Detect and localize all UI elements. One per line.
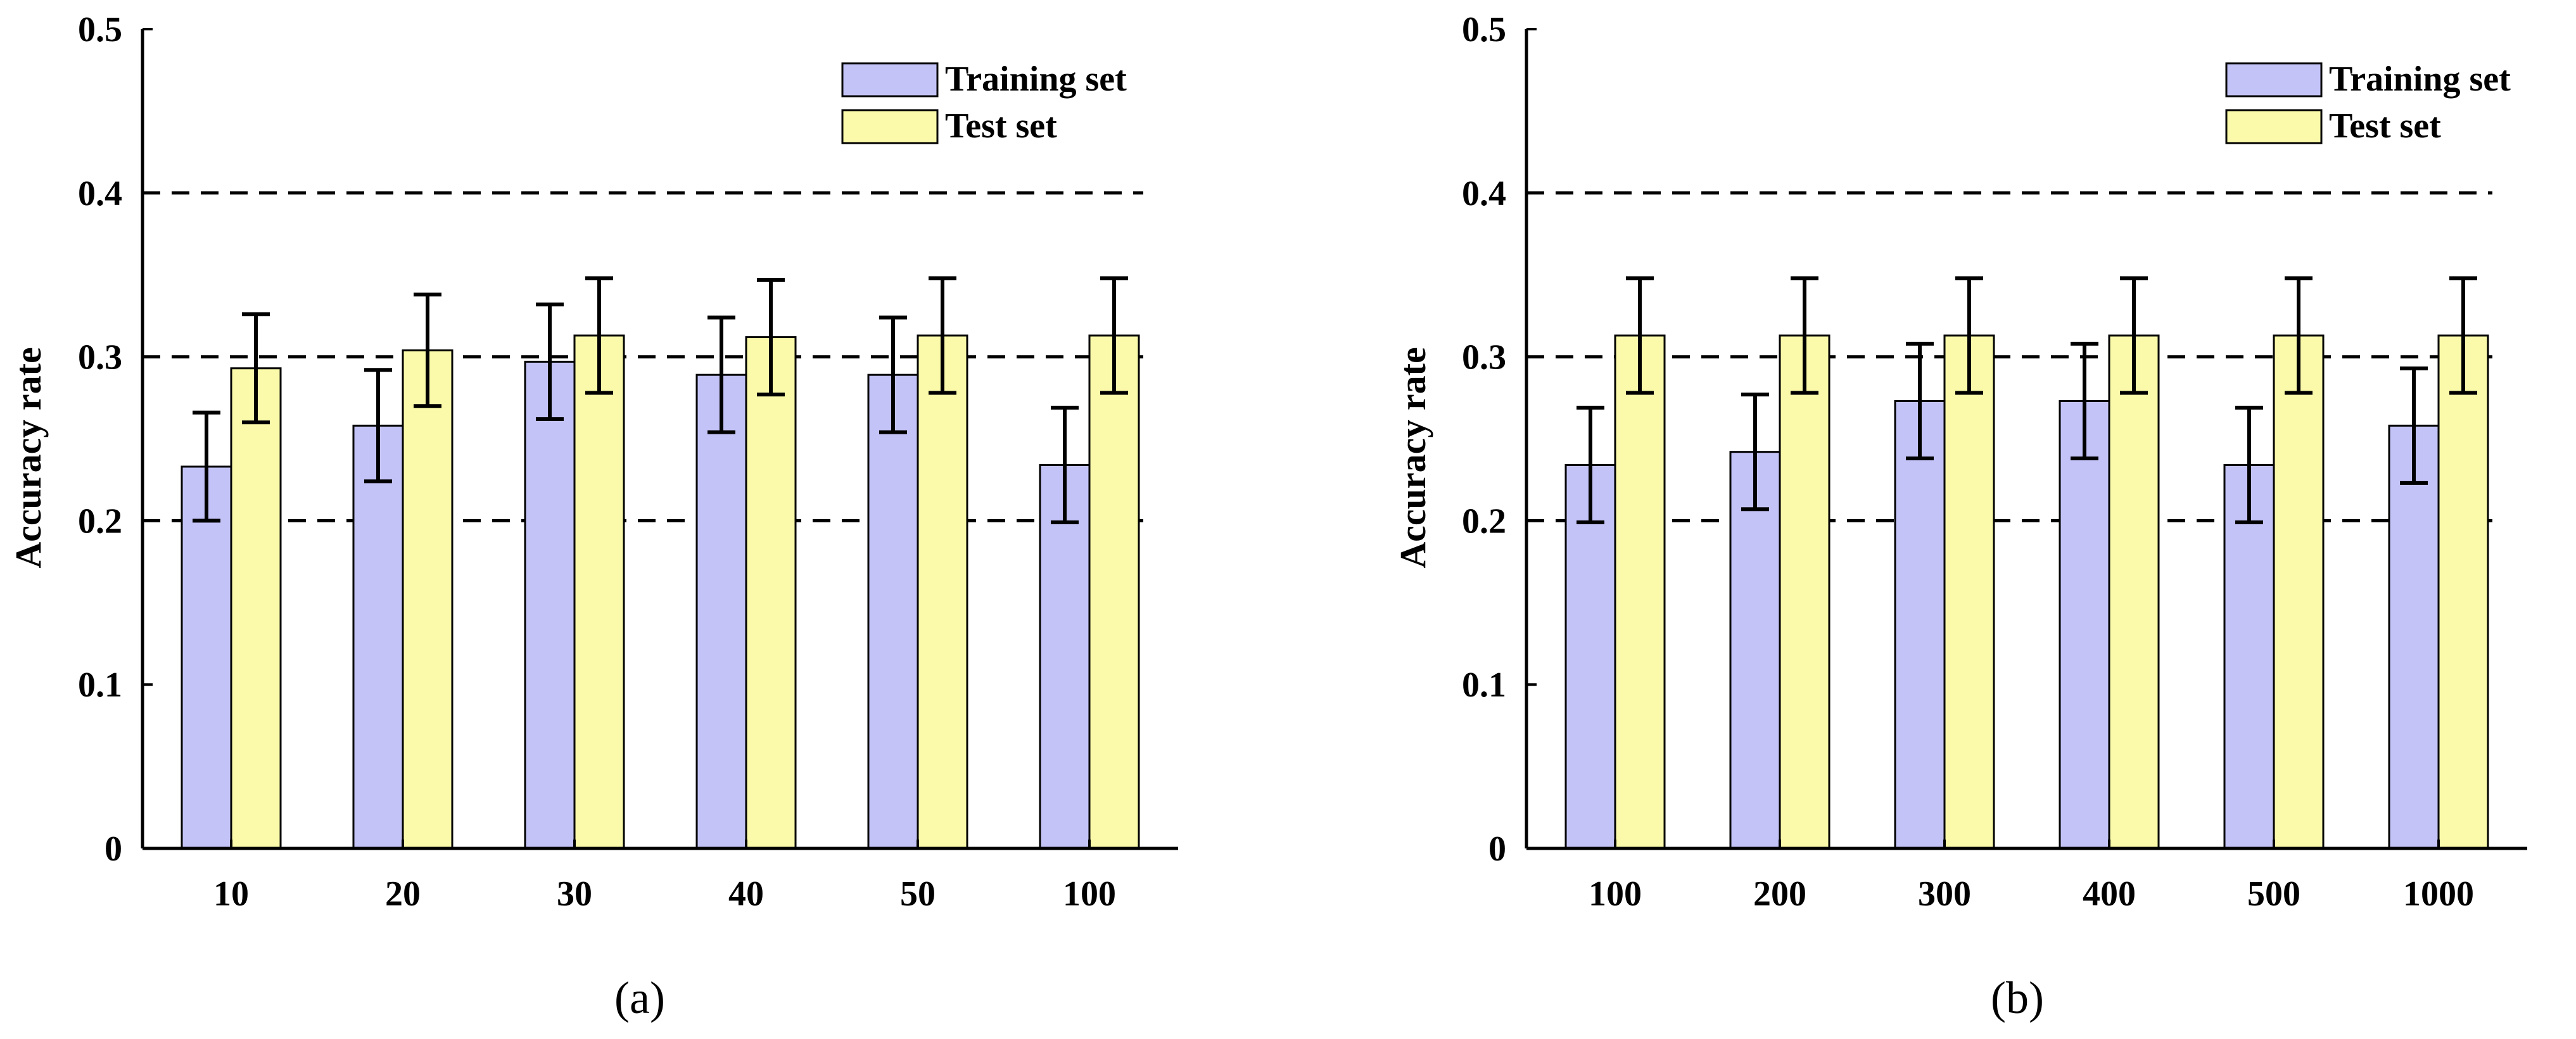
bar-test-50 xyxy=(917,334,968,850)
bar-training-1000 xyxy=(2388,424,2440,850)
legend-swatch-training xyxy=(2225,62,2323,98)
y-tick-label: 0.1 xyxy=(78,665,122,705)
y-axis-label: Accuracy rate xyxy=(1392,347,1433,568)
x-tick-label: 200 xyxy=(1753,874,1806,914)
x-tick-label: 100 xyxy=(1589,874,1642,914)
x-tick-label: 50 xyxy=(900,874,936,914)
bar-training-200 xyxy=(1729,451,1781,850)
x-tick-label: 1000 xyxy=(2403,874,2474,914)
bar-training-30 xyxy=(524,360,576,850)
panel-label: (a) xyxy=(614,973,665,1023)
legend-swatch-test xyxy=(2225,109,2323,144)
bar-test-100 xyxy=(1088,334,1140,850)
bar-test-40 xyxy=(745,336,797,850)
bar-test-300 xyxy=(1943,334,1995,850)
bar-test-1000 xyxy=(2437,334,2489,850)
bar-training-50 xyxy=(867,374,919,850)
legend-swatch-test xyxy=(841,109,939,144)
x-tick-label: 400 xyxy=(2083,874,2136,914)
legend-label-test: Test set xyxy=(945,106,1057,146)
y-tick-label: 0.1 xyxy=(1462,665,1506,705)
legend-label-training: Training set xyxy=(2329,60,2511,99)
x-tick-label: 30 xyxy=(557,874,592,914)
bar-test-20 xyxy=(402,349,454,850)
y-axis-label: Accuracy rate xyxy=(8,347,49,568)
bar-test-10 xyxy=(230,367,282,850)
bar-training-300 xyxy=(1894,400,1946,850)
y-tick-label: 0 xyxy=(1488,829,1506,869)
bar-training-100 xyxy=(1564,463,1616,850)
bar-training-400 xyxy=(2059,400,2110,850)
y-tick-label: 0.5 xyxy=(1462,10,1506,49)
bar-training-20 xyxy=(352,424,404,850)
x-tick-label: 300 xyxy=(1918,874,1971,914)
y-tick-label: 0.3 xyxy=(1462,338,1506,377)
bar-test-200 xyxy=(1779,334,1830,850)
chart-panel-b: 100 200 300 400 500 1000 0 0.1 0.2 0.3 0.4 0.5 Accur… xyxy=(1392,10,2527,1023)
bar-test-500 xyxy=(2273,334,2325,850)
y-tick-label: 0.2 xyxy=(78,501,122,541)
x-tick-label: 100 xyxy=(1063,874,1116,914)
y-tick-label: 0.2 xyxy=(1462,501,1506,541)
chart-panel-a: 10 20 30 40 50 100 0 0.1 0.2 0.3 0.4 0.5 Accuracy ra… xyxy=(8,10,1178,1023)
legend-swatch-training xyxy=(841,62,939,98)
bar-training-100 xyxy=(1039,463,1091,850)
x-tick-label: 40 xyxy=(728,874,764,914)
x-tick-label: 500 xyxy=(2247,874,2300,914)
x-tick-label: 20 xyxy=(385,874,421,914)
y-tick-label: 0.4 xyxy=(78,174,122,213)
bar-test-30 xyxy=(573,334,625,850)
legend-label-training: Training set xyxy=(945,60,1127,99)
legend-label-test: Test set xyxy=(2329,106,2441,146)
bar-training-10 xyxy=(181,465,232,850)
panel-label: (b) xyxy=(1991,973,2044,1023)
y-tick-label: 0.4 xyxy=(1462,174,1506,213)
bar-training-40 xyxy=(695,374,747,850)
y-tick-label: 0.5 xyxy=(78,10,122,49)
bar-test-100 xyxy=(1614,334,1666,850)
x-tick-label: 10 xyxy=(213,874,249,914)
y-tick-label: 0 xyxy=(105,829,122,869)
y-tick-label: 0.3 xyxy=(78,338,122,377)
bar-test-400 xyxy=(2108,334,2160,850)
